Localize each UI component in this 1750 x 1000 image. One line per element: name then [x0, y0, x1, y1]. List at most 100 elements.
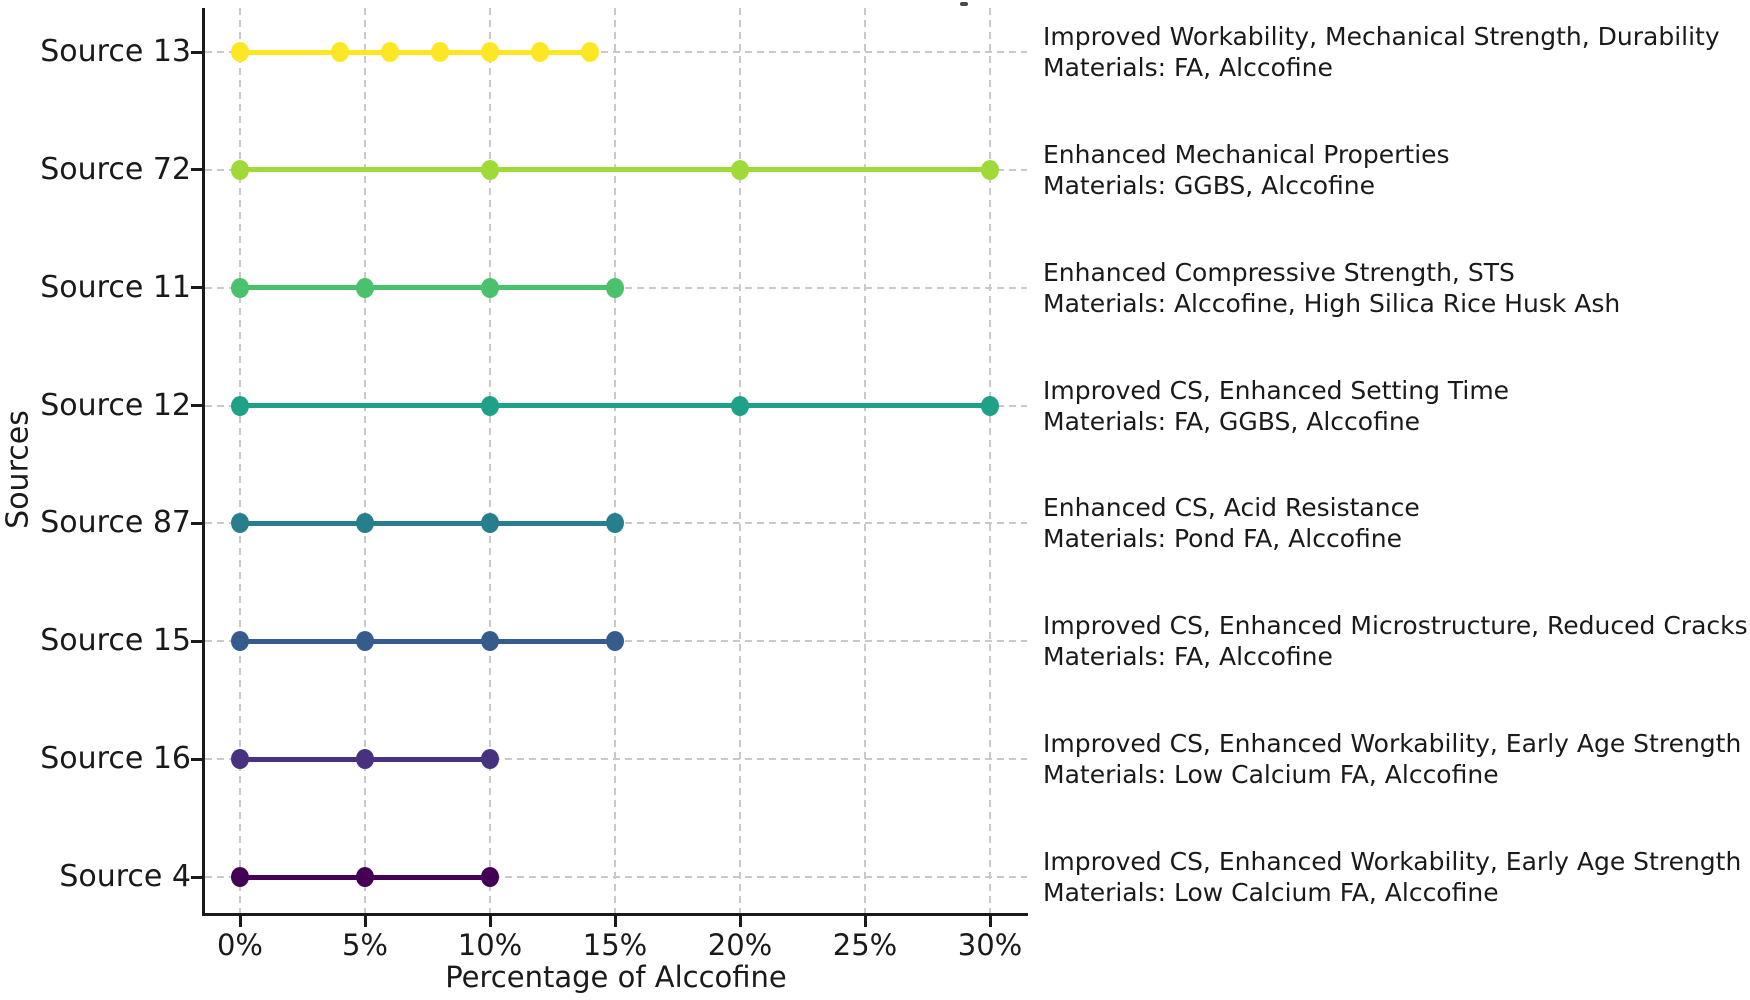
x-tick-label: 20% [707, 928, 773, 962]
y-tickmark [191, 404, 202, 408]
annotation-materials: Materials: FA, Alccofine [1043, 642, 1333, 672]
x-gridline [489, 8, 491, 913]
data-point [481, 749, 499, 770]
row-annotation: Enhanced Compressive Strength, STS Materi… [1043, 257, 1620, 319]
annotation-materials: Materials: Low Calcium FA, Alccofine [1043, 878, 1499, 908]
data-point [731, 395, 749, 416]
data-point [481, 513, 499, 534]
data-point [481, 631, 499, 652]
annotation-benefit: Improved CS, Enhanced Workability, Early… [1043, 847, 1742, 877]
y-tickmark [191, 286, 202, 290]
data-point [606, 513, 624, 534]
x-axis-title: Percentage of Alccofine [445, 960, 787, 994]
y-tickmark [191, 757, 202, 761]
annotation-benefit: Improved CS, Enhanced Microstructure, Re… [1043, 611, 1748, 641]
y-tick-label: Source 11 [40, 269, 191, 305]
series-line-source-11 [240, 285, 615, 291]
x-tickmark [988, 916, 992, 927]
annotation-materials: Materials: GGBS, Alccofine [1043, 170, 1375, 200]
y-tick-label: Source 4 [59, 859, 191, 895]
annotation-materials: Materials: FA, Alccofine [1043, 53, 1333, 82]
x-tickmark [363, 916, 367, 927]
data-point [331, 42, 349, 62]
y-tick-label: Source 15 [40, 623, 191, 659]
y-gridline [205, 758, 1027, 761]
y-tickmark [191, 875, 202, 879]
y-tickmark [191, 50, 202, 54]
x-gridline [364, 8, 366, 913]
data-point [231, 277, 249, 298]
series-line-source-15 [240, 638, 615, 644]
row-annotation: Improved CS, Enhanced Setting Time Materi… [1043, 375, 1509, 437]
data-point [381, 42, 399, 62]
data-point [231, 42, 249, 62]
data-point [231, 513, 249, 534]
y-axis-title: Sources [0, 410, 36, 529]
data-point [481, 159, 499, 180]
annotation-benefit: Improved CS, Enhanced Workability, Early… [1043, 729, 1742, 759]
x-gridline [739, 8, 741, 913]
series-line-source-13 [240, 49, 590, 55]
series-line-source-87 [240, 520, 615, 526]
y-tick-label: Source 72 [40, 151, 191, 187]
row-annotation: Improved CS, Enhanced Workability, Early… [1043, 728, 1741, 790]
x-axis-spine [202, 913, 1028, 916]
data-point [481, 42, 499, 62]
x-tick-label: 0% [216, 928, 263, 962]
data-point [231, 631, 249, 652]
row-annotation: Improved CS, Enhanced Microstructure, Re… [1043, 610, 1748, 672]
annotation-benefit: Improved CS, Enhanced Setting Time [1043, 375, 1510, 405]
y-gridline [205, 51, 1027, 53]
data-point [356, 513, 374, 534]
annotation-benefit: Enhanced CS, Acid Resistance [1043, 493, 1420, 523]
data-point [581, 42, 599, 62]
data-point [231, 159, 249, 180]
data-point [481, 395, 499, 416]
y-tick-label: Source 12 [40, 387, 191, 423]
data-point [531, 42, 549, 62]
x-gridline [614, 8, 616, 913]
annotation-materials: Materials: Pond FA, Alccofine [1043, 524, 1402, 554]
row-annotation: Enhanced CS, Acid Resistance Materials: P… [1043, 492, 1420, 554]
stray-mark [960, 2, 968, 6]
x-tick-label: 25% [832, 928, 898, 962]
y-tickmark [191, 639, 202, 643]
x-gridline [989, 8, 991, 913]
row-annotation: Enhanced Mechanical Properties Materials:… [1043, 139, 1450, 201]
annotation-materials: Materials: Alccofine, High Silica Rice H… [1043, 288, 1621, 318]
data-point [481, 277, 499, 298]
data-point [731, 159, 749, 180]
data-point [356, 277, 374, 298]
data-point [481, 867, 499, 888]
annotation-materials: Materials: Low Calcium FA, Alccofine [1043, 760, 1499, 790]
x-tickmark [488, 916, 492, 927]
data-point [981, 159, 999, 180]
x-gridline [864, 8, 866, 913]
data-point [606, 277, 624, 298]
data-point [606, 631, 624, 652]
x-tickmark [238, 916, 242, 927]
x-tick-label: 5% [341, 928, 388, 962]
y-gridline [205, 876, 1027, 879]
data-point [356, 749, 374, 770]
x-tickmark [738, 916, 742, 927]
row-annotation: Improved CS, Enhanced Workability, Early… [1043, 846, 1741, 908]
series-line-source-12 [240, 403, 990, 409]
data-point [231, 395, 249, 416]
x-gridline [239, 8, 241, 913]
x-tickmark [613, 916, 617, 927]
x-tick-label: 15% [582, 928, 648, 962]
row-annotation: Improved Workability, Mechanical Strengt… [1043, 21, 1720, 83]
data-point [981, 395, 999, 416]
y-tickmark [191, 168, 202, 172]
data-point [431, 42, 449, 62]
annotation-benefit: Enhanced Mechanical Properties [1043, 139, 1450, 169]
series-line-source-72 [240, 167, 990, 173]
annotation-benefit: Enhanced Compressive Strength, STS [1043, 257, 1515, 287]
data-point [356, 867, 374, 888]
data-point [356, 631, 374, 652]
data-point [231, 867, 249, 888]
y-axis-spine [202, 8, 205, 916]
annotation-materials: Materials: FA, GGBS, Alccofine [1043, 406, 1421, 436]
